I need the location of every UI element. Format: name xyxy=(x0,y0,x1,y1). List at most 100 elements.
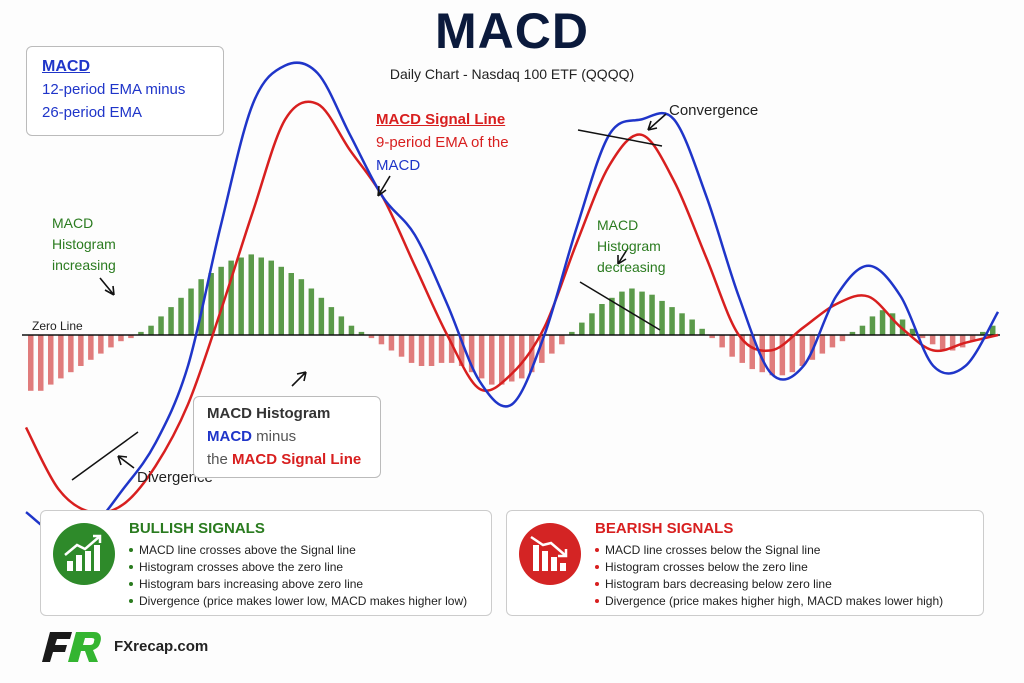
bullish-item: MACD line crosses above the Signal line xyxy=(129,542,467,559)
histogram-bar xyxy=(258,257,264,335)
histogram-bar xyxy=(448,335,455,363)
histogram-bar xyxy=(499,335,505,385)
histogram-definition-box xyxy=(193,396,381,478)
histogram-bar xyxy=(248,254,254,335)
histogram-bar xyxy=(428,335,435,366)
histogram-the: the xyxy=(207,451,228,468)
histogram-bar xyxy=(468,335,475,373)
signal-line1: 9-period EMA of the xyxy=(376,134,509,151)
histogram-bar xyxy=(709,335,715,339)
histogram-bar xyxy=(559,335,565,345)
histogram-bar xyxy=(649,294,655,335)
macd-title: MACD xyxy=(42,58,90,75)
histogram-bar xyxy=(68,335,74,373)
histogram-bar xyxy=(489,335,495,385)
arrow-hist-decreasing xyxy=(617,247,629,265)
histogram-bar xyxy=(829,335,836,348)
histogram-bar xyxy=(679,313,685,335)
histogram-bar xyxy=(839,335,846,342)
histogram-bar xyxy=(88,335,94,360)
histogram-bar xyxy=(108,335,114,348)
histogram-minus: minus xyxy=(256,428,297,445)
histogram-bar xyxy=(418,335,425,366)
histogram-bar xyxy=(408,335,415,363)
page-title: MACD xyxy=(435,3,589,59)
histogram-bar xyxy=(980,331,986,335)
histogram-bar xyxy=(579,322,585,335)
histogram-bar xyxy=(458,335,465,366)
histogram-bar xyxy=(118,335,124,342)
bearish-signals-panel: BEARISH SIGNALS MACD line crosses below … xyxy=(506,510,984,616)
bearish-item: Histogram crosses below the zero line xyxy=(595,559,943,576)
histogram-bar xyxy=(619,291,625,335)
arrow-convergence xyxy=(647,113,667,131)
histogram-bar xyxy=(268,260,274,335)
histogram-bar xyxy=(849,331,856,335)
arrow-histogram-box xyxy=(291,371,307,387)
histogram-bar xyxy=(48,335,54,385)
histogram-bar xyxy=(318,297,325,335)
bearish-item: Histogram bars decreasing below zero lin… xyxy=(595,576,943,593)
histogram-bar xyxy=(699,328,705,335)
histogram-bar xyxy=(328,307,335,335)
histogram-bar xyxy=(98,335,104,354)
histogram-bar xyxy=(509,335,515,382)
brand-name[interactable]: FXrecap.com xyxy=(114,638,209,655)
histogram-bar xyxy=(879,310,886,335)
convergence-tangent xyxy=(577,129,663,147)
histogram-bar xyxy=(569,331,575,335)
histogram-bar xyxy=(38,335,44,391)
macd-line xyxy=(25,61,1000,538)
fxrecap-logo[interactable] xyxy=(38,630,104,664)
histogram-bar xyxy=(539,335,545,363)
histogram-bar xyxy=(128,335,134,339)
histogram-title: MACD Histogram xyxy=(207,405,331,422)
histogram-bar xyxy=(298,279,305,335)
histogram-bar xyxy=(909,328,916,335)
bullish-item: Divergence (price makes lower low, MACD … xyxy=(129,593,467,610)
hist-dec-line3: decreasing xyxy=(597,259,666,275)
histogram-bar xyxy=(388,335,395,351)
bearish-chart-icon xyxy=(519,523,581,585)
histogram-bar xyxy=(949,335,956,351)
histogram-bar xyxy=(529,335,535,373)
histogram-bar xyxy=(228,260,234,335)
histogram-bar xyxy=(859,325,866,335)
hist-dec-line1: MACD xyxy=(597,217,639,233)
histogram-bar xyxy=(208,273,214,335)
hist-inc-line3: increasing xyxy=(52,257,116,273)
bullish-chart-icon xyxy=(53,523,115,585)
bullish-list: MACD line crosses above the Signal line … xyxy=(129,542,467,610)
histogram-bar xyxy=(549,335,555,354)
histogram-bar xyxy=(779,335,786,376)
histogram-bar xyxy=(28,335,34,391)
histogram-decrease-tangent xyxy=(579,281,661,331)
histogram-bar xyxy=(739,335,745,363)
histogram-bar xyxy=(609,297,615,335)
macd-line2: 26-period EMA xyxy=(42,104,143,121)
histogram-bar xyxy=(148,325,154,335)
bullish-item: Histogram crosses above the zero line xyxy=(129,559,467,576)
histogram-definition: MACD Histogram MACD minus the MACD Signa… xyxy=(207,402,361,471)
histogram-bar xyxy=(719,335,725,348)
histogram-bar xyxy=(519,335,525,379)
macd-definition: MACD 12-period EMA minus 26-period EMA xyxy=(42,56,185,124)
histogram-bar xyxy=(198,279,204,335)
histogram-bar xyxy=(398,335,405,357)
histogram-bar xyxy=(158,316,164,335)
histogram-bar xyxy=(168,307,174,335)
histogram-bar xyxy=(58,335,64,379)
histogram-bar xyxy=(659,300,665,335)
convergence-label: Convergence xyxy=(669,102,759,119)
histogram-bar xyxy=(819,335,826,354)
signal-line xyxy=(24,100,999,515)
histogram-bar xyxy=(749,335,755,370)
zero-line-label: Zero Line xyxy=(32,319,83,333)
divergence-tangent xyxy=(71,431,139,481)
bullish-signals-panel: BULLISH SIGNALS MACD line crosses above … xyxy=(40,510,492,616)
histogram-bar xyxy=(358,331,365,335)
histogram-bar xyxy=(288,273,294,335)
histogram-layer xyxy=(28,254,996,391)
histogram-bar xyxy=(939,335,946,351)
bearish-item: MACD line crosses below the Signal line xyxy=(595,542,943,559)
